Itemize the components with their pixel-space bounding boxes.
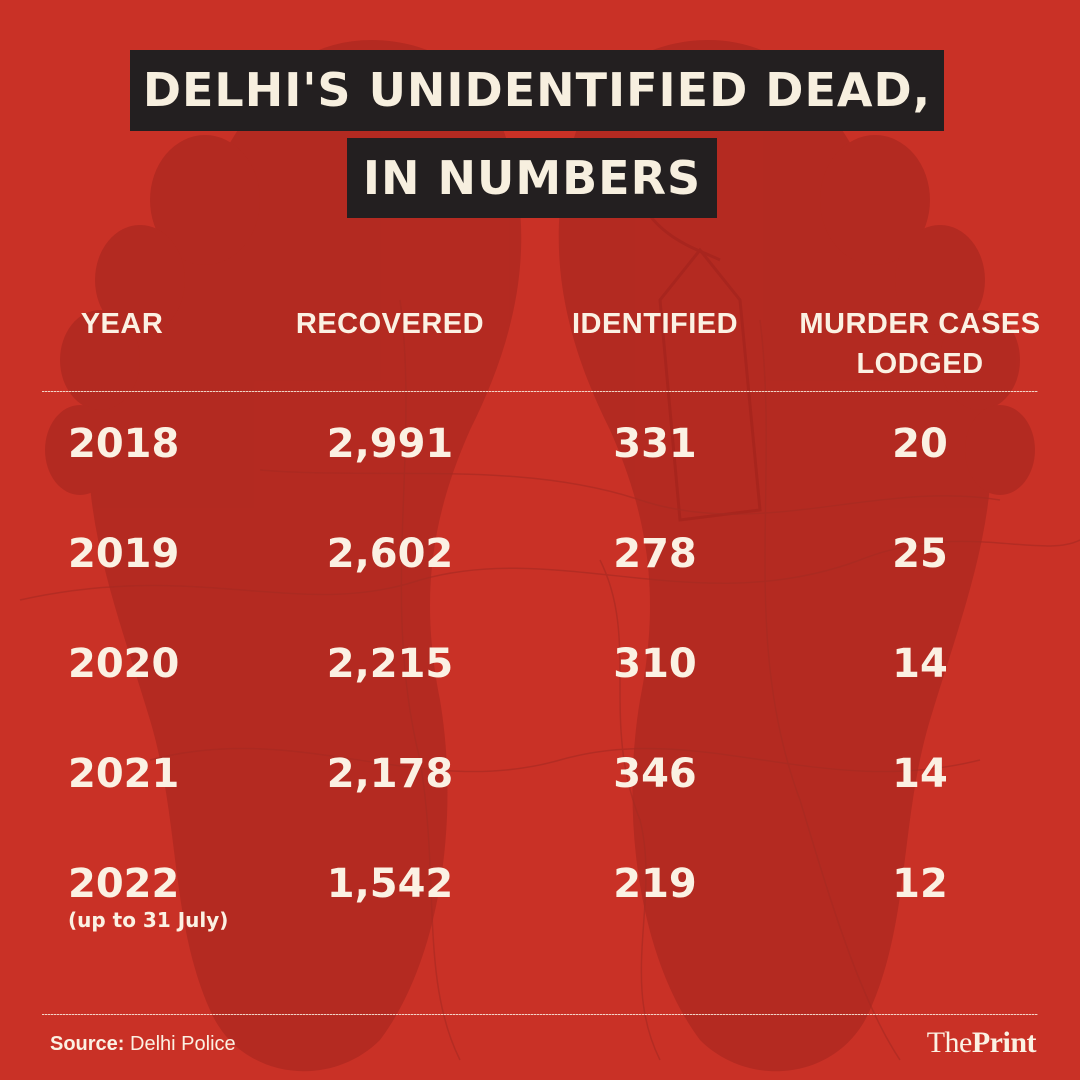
- header-divider: [42, 391, 1038, 392]
- row-2021-identified: 346: [613, 751, 697, 797]
- row-2018-year: 2018: [68, 421, 180, 467]
- row-2019-year: 2019: [68, 531, 180, 577]
- header-year: YEAR: [80, 308, 164, 340]
- row-2018-recovered: 2,991: [326, 421, 454, 467]
- row-2020-identified: 310: [613, 641, 697, 687]
- row-2021-year: 2021: [68, 751, 180, 797]
- row-2022-recovered: 1,542: [326, 861, 454, 907]
- header-recovered: RECOVERED: [295, 308, 485, 340]
- header-identified: IDENTIFIED: [571, 308, 739, 340]
- source-label: Source:: [50, 1033, 125, 1055]
- row-2019-identified: 278: [613, 531, 697, 577]
- brand-light: The: [926, 1026, 973, 1059]
- row-2022-identified: 219: [613, 861, 697, 907]
- row-2018-murders: 20: [892, 421, 948, 467]
- row-2019-recovered: 2,602: [326, 531, 454, 577]
- row-2020-murders: 14: [892, 641, 948, 687]
- row-2018-identified: 331: [613, 421, 697, 467]
- row-2022-note: (up to 31 July): [68, 908, 229, 932]
- source-credit: Source: Delhi Police: [50, 1033, 236, 1056]
- row-2021-recovered: 2,178: [326, 751, 454, 797]
- title-line-2: IN NUMBERS: [347, 138, 717, 218]
- row-2022-murders: 12: [892, 861, 948, 907]
- title-line-1: DELHI'S UNIDENTIFIED DEAD,: [130, 50, 944, 131]
- brand-bold: Print: [971, 1026, 1037, 1059]
- header-murder-cases: MURDER CASES LODGED: [785, 304, 1055, 384]
- row-2020-recovered: 2,215: [326, 641, 454, 687]
- header-murder-cases-line2: LODGED: [856, 348, 984, 380]
- source-value: Delhi Police: [130, 1033, 236, 1055]
- header-murder-cases-line1: MURDER CASES: [799, 308, 1041, 340]
- row-2022-year: 2022: [68, 861, 180, 907]
- row-2020-year: 2020: [68, 641, 180, 687]
- theprint-logo: ThePrint: [926, 1026, 1037, 1060]
- row-2021-murders: 14: [892, 751, 948, 797]
- footer-divider: [42, 1014, 1038, 1015]
- row-2019-murders: 25: [892, 531, 948, 577]
